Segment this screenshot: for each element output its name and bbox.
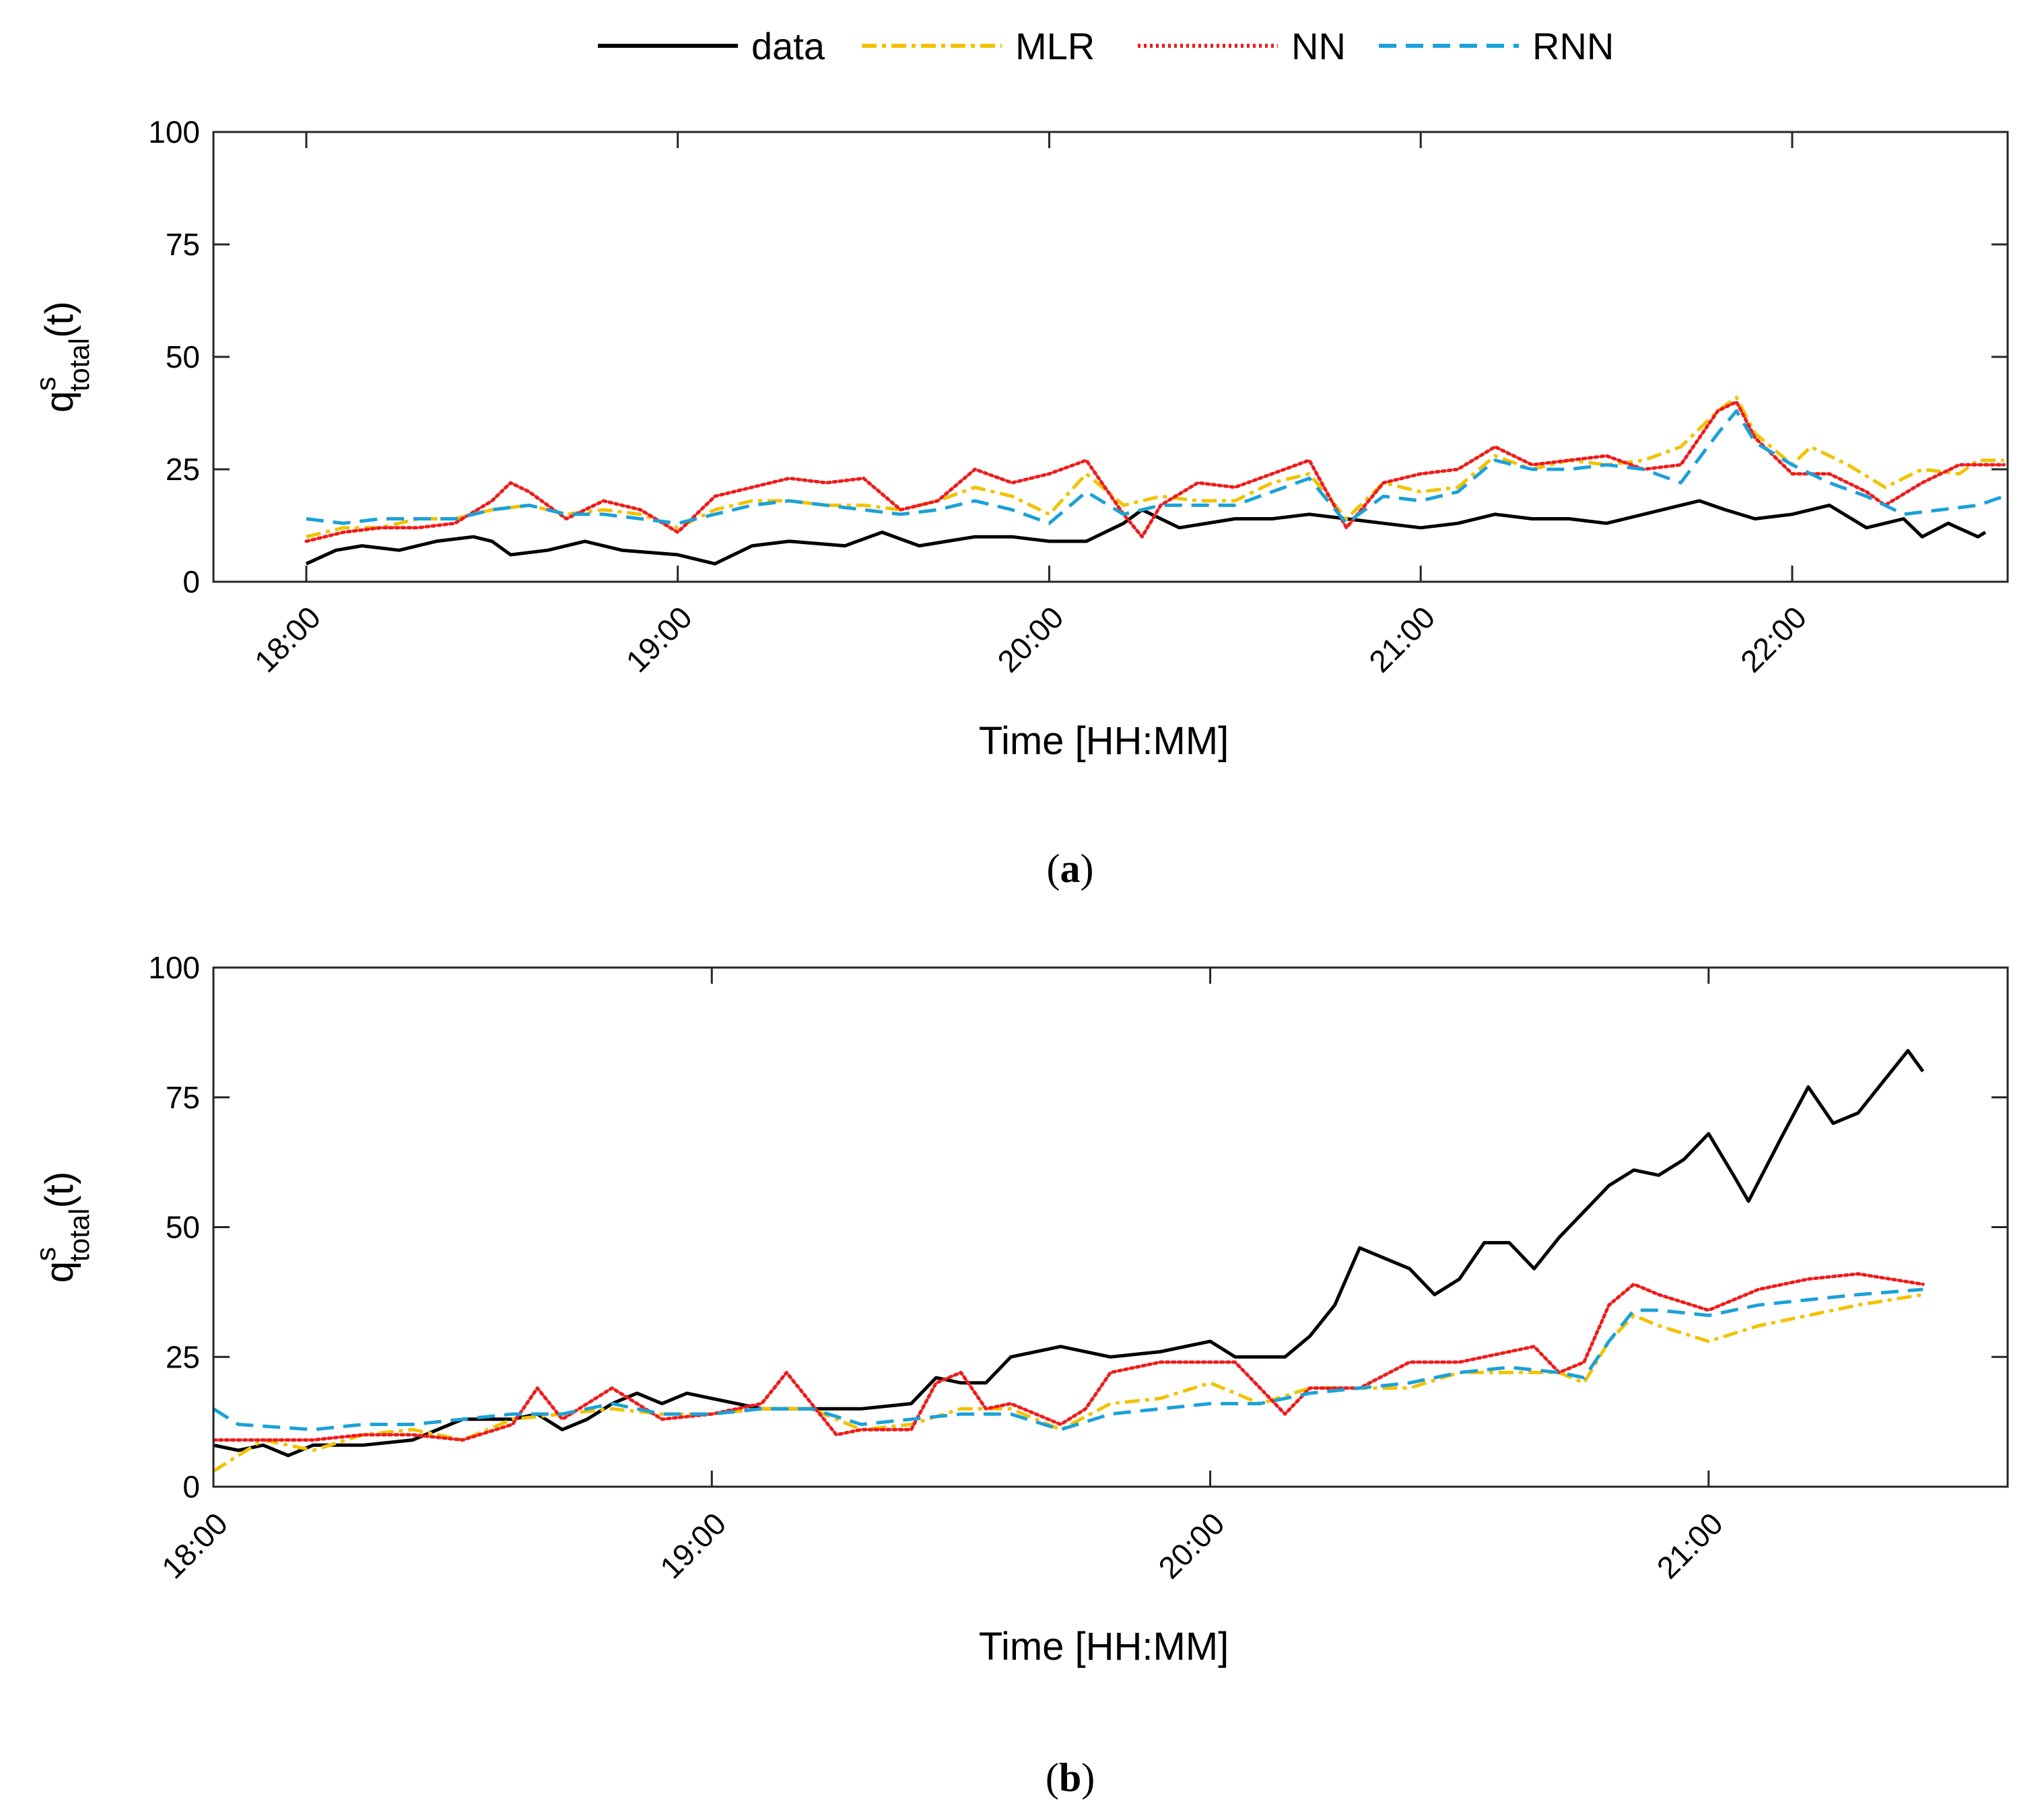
y-label-main: q [38,391,81,412]
x-tick-label: 19:00 [653,1506,733,1585]
series-line-nn [304,400,2006,543]
legend-item-data: data [598,25,825,67]
x-tick-label: 18:00 [248,599,327,679]
series-line-data [305,499,1987,566]
series-group [213,1048,1925,1473]
x-tick-label: 20:00 [1151,1506,1231,1585]
caption-open: ( [1046,1755,1059,1800]
y-tick-label: 75 [166,1080,200,1115]
caption-close: ) [1081,846,1094,891]
y-tick-label: 50 [166,339,200,374]
legend-label-data: data [751,25,825,67]
series-line-rnn [306,409,2005,525]
series-line-data [213,1048,1925,1458]
legend-label-mlr: MLR [1015,25,1095,67]
y-tick-label: 50 [166,1210,200,1245]
x-tick-label: 19:00 [619,599,699,679]
y-label-sup: s [30,376,61,391]
y-tick-label: 75 [166,227,200,262]
y-tick-label: 0 [182,1469,200,1504]
legend: data MLR NN RNN [598,25,1614,67]
caption-letter: b [1059,1755,1081,1800]
series-line-nn [213,1272,1925,1442]
legend-item-mlr: MLR [862,25,1095,67]
x-axis-label: Time [HH:MM] [979,719,1229,763]
y-label-main: q [38,1261,81,1283]
panel-caption: (a) [1047,846,1094,891]
y-tick-label: 0 [182,564,200,599]
y-tick-label: 100 [148,950,200,985]
x-tick-label: 22:00 [1734,599,1813,679]
caption-letter: a [1060,846,1081,891]
x-tick-label: 18:00 [155,1506,234,1585]
panel-b: 0 25 50 75 100 18:00 19:00 20:00 21:00 Time [HH:M… [30,950,2009,1800]
series-group [304,395,2006,566]
caption-open: ( [1047,846,1060,891]
axes-box [212,966,2009,1488]
x-tick-label: 20:00 [990,599,1070,679]
x-tick-label: 21:00 [1362,599,1441,679]
panel-a: 0 25 50 75 100 18:00 19:00 20:00 21:00 22:00 Time … [30,114,2009,891]
x-tick-label: 21:00 [1650,1506,1730,1585]
y-tick-label: 25 [166,1339,200,1374]
y-axis-label: qstotal(t) [30,301,95,412]
legend-item-rnn: RNN [1379,25,1614,67]
y-label-suffix: (t) [38,301,81,338]
y-label-sup: s [30,1247,61,1261]
panel-caption: (b) [1046,1755,1095,1800]
y-tick-label: 25 [166,452,200,487]
y-label-sub: total [63,338,95,391]
x-axis-label: Time [HH:MM] [979,1625,1229,1669]
series-line-mlr [213,1293,1923,1473]
series-line-mlr [306,395,2004,539]
series-line-rnn [213,1287,1923,1431]
legend-label-nn: NN [1291,25,1346,67]
legend-label-rnn: RNN [1532,25,1614,67]
y-label-sub: total [63,1209,95,1262]
caption-close: ) [1081,1755,1095,1800]
y-tick-label: 100 [148,114,200,149]
y-label-suffix: (t) [38,1172,81,1209]
y-axis-label: qstotal(t) [30,1172,95,1283]
legend-item-nn: NN [1138,25,1346,67]
